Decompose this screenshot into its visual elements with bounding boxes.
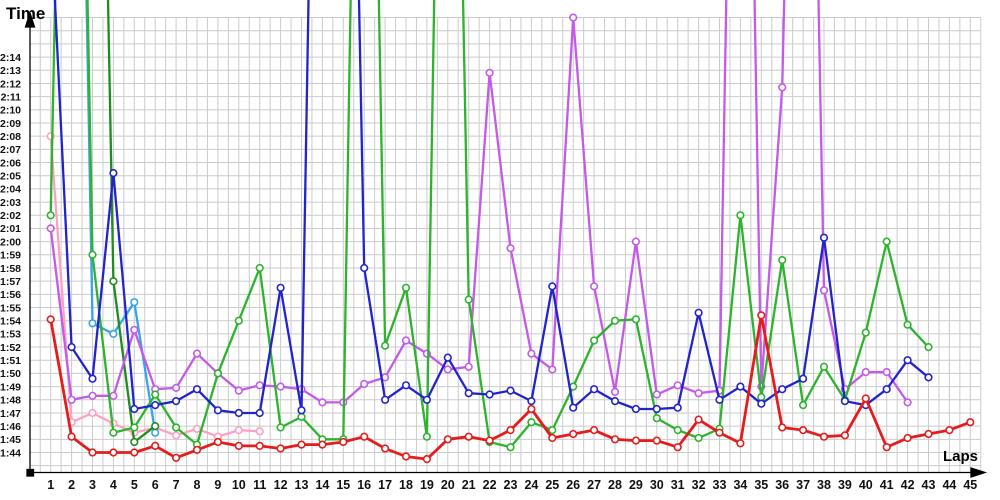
svg-text:4: 4	[110, 478, 117, 492]
svg-text:9: 9	[214, 478, 221, 492]
svg-text:29: 29	[629, 478, 643, 492]
svg-text:1:54: 1:54	[0, 316, 21, 328]
svg-text:2:00: 2:00	[0, 236, 21, 248]
svg-text:1:58: 1:58	[0, 263, 21, 275]
svg-text:22: 22	[483, 478, 497, 492]
svg-text:2:12: 2:12	[0, 78, 21, 90]
svg-text:33: 33	[713, 478, 727, 492]
svg-text:26: 26	[566, 478, 580, 492]
svg-text:1:44: 1:44	[0, 447, 21, 459]
svg-text:1:52: 1:52	[0, 342, 21, 354]
svg-text:1:56: 1:56	[0, 289, 21, 301]
series-red	[46, 311, 975, 464]
svg-text:1:51: 1:51	[0, 355, 21, 367]
svg-text:35: 35	[754, 478, 768, 492]
svg-text:14: 14	[315, 478, 329, 492]
series-violet	[46, 0, 912, 407]
svg-text:20: 20	[441, 478, 455, 492]
svg-text:2:10: 2:10	[0, 105, 21, 117]
svg-text:2: 2	[68, 478, 75, 492]
svg-text:2:09: 2:09	[0, 118, 21, 130]
x-axis-title: Laps	[942, 448, 978, 465]
svg-text:34: 34	[733, 478, 747, 492]
origin-square	[26, 468, 35, 477]
svg-text:5: 5	[131, 478, 138, 492]
svg-text:17: 17	[378, 478, 392, 492]
svg-text:1:50: 1:50	[0, 368, 21, 380]
svg-text:2:03: 2:03	[0, 197, 21, 209]
svg-text:1:46: 1:46	[0, 421, 21, 433]
grid	[30, 17, 982, 473]
svg-text:13: 13	[295, 478, 309, 492]
svg-text:25: 25	[545, 478, 559, 492]
svg-text:36: 36	[775, 478, 789, 492]
svg-text:15: 15	[336, 478, 350, 492]
svg-text:2:14: 2:14	[0, 52, 21, 64]
svg-text:2:07: 2:07	[0, 144, 21, 156]
svg-text:8: 8	[194, 478, 201, 492]
y-axis-title: Time	[6, 4, 46, 23]
x-axis-arrow-icon	[970, 467, 988, 478]
svg-text:24: 24	[524, 478, 538, 492]
svg-text:11: 11	[253, 478, 266, 492]
svg-text:2:05: 2:05	[0, 171, 21, 183]
svg-text:7: 7	[173, 478, 180, 492]
svg-text:16: 16	[357, 478, 371, 492]
svg-text:32: 32	[692, 478, 706, 492]
svg-text:42: 42	[901, 478, 915, 492]
svg-text:6: 6	[152, 478, 159, 492]
svg-text:1:45: 1:45	[0, 434, 21, 446]
svg-text:21: 21	[462, 478, 476, 492]
svg-text:37: 37	[796, 478, 810, 492]
svg-text:19: 19	[420, 478, 434, 492]
svg-text:1:49: 1:49	[0, 381, 21, 393]
svg-text:2:06: 2:06	[0, 157, 21, 169]
svg-text:23: 23	[504, 478, 518, 492]
svg-text:40: 40	[859, 478, 873, 492]
svg-text:2:13: 2:13	[0, 65, 21, 77]
svg-text:44: 44	[942, 478, 956, 492]
svg-text:2:04: 2:04	[0, 184, 21, 196]
svg-text:2:08: 2:08	[0, 131, 21, 143]
svg-text:31: 31	[671, 478, 685, 492]
svg-text:1:53: 1:53	[0, 329, 21, 341]
series-light-blue	[85, 0, 160, 437]
svg-text:27: 27	[587, 478, 601, 492]
svg-text:45: 45	[963, 478, 977, 492]
svg-text:2:02: 2:02	[0, 210, 21, 222]
svg-text:1: 1	[47, 478, 54, 492]
series-blue	[53, 0, 933, 418]
x-tick-labels: 1 2 3 4 5 6 7 8 9 10 11 12 13 14 15 16 17 18 19 20 21 22 23 24 2…	[47, 478, 977, 492]
y-tick-labels: 1:441:451:461:471:48 1:491:501:511:521:53…	[0, 52, 21, 459]
svg-text:30: 30	[650, 478, 664, 492]
svg-text:1:55: 1:55	[0, 302, 21, 314]
svg-text:39: 39	[838, 478, 852, 492]
svg-text:2:11: 2:11	[1, 91, 22, 103]
svg-text:41: 41	[880, 478, 894, 492]
svg-text:38: 38	[817, 478, 831, 492]
svg-text:18: 18	[399, 478, 413, 492]
svg-text:3: 3	[89, 478, 96, 492]
svg-text:1:57: 1:57	[0, 276, 21, 288]
svg-text:43: 43	[922, 478, 936, 492]
svg-text:1:47: 1:47	[0, 408, 21, 420]
svg-text:10: 10	[232, 478, 246, 492]
svg-text:1:59: 1:59	[0, 250, 21, 262]
svg-text:28: 28	[608, 478, 622, 492]
axes	[24, 10, 988, 478]
y-axis-arrow-icon	[24, 10, 36, 28]
svg-text:12: 12	[274, 478, 288, 492]
svg-text:2:01: 2:01	[0, 223, 21, 235]
svg-text:1:48: 1:48	[0, 395, 21, 407]
